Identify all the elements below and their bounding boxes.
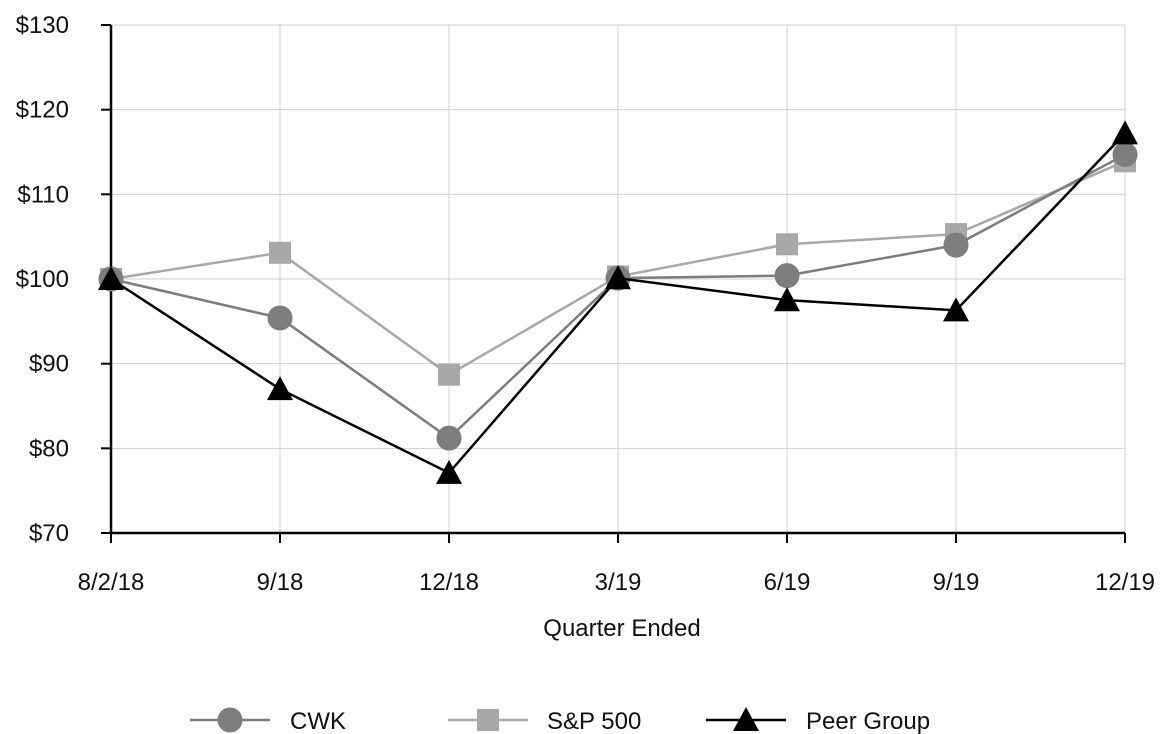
legend-label: CWK [290,708,346,734]
y-tick-label: $80 [29,435,69,462]
legend: CWK S&P 500 Peer Group [190,707,930,734]
x-axis-title: Quarter Ended [543,615,700,642]
y-tick-label: $110 [17,181,69,208]
legend-item: S&P 500 [448,708,641,734]
data-point-square [776,233,798,256]
legend-marker-triangle [733,707,759,732]
data-point-circle [943,232,969,258]
data-point-square [438,363,460,386]
data-point-circle [774,263,800,289]
data-point-triangle [98,266,124,291]
legend-label: S&P 500 [547,708,641,734]
y-tick-label: $100 [16,266,69,293]
data-point-circle [436,425,462,451]
x-tick-label: 9/19 [933,569,980,596]
x-tick-label: 12/18 [419,569,479,596]
data-point-triangle [267,376,293,401]
x-tick-label: 12/19 [1095,569,1155,596]
y-tick-label: $120 [16,97,69,124]
legend-marker-circle [217,707,243,733]
legend-item: Peer Group [706,707,930,734]
tick-labels: $70 $80 $90 $100 $110 $120 $130 8/2/18 9/18 12/18… [16,12,1155,596]
data-point-triangle [943,297,969,322]
x-tick-label: 8/2/18 [78,569,145,596]
legend-label: Peer Group [806,708,930,734]
data-point-circle [1112,142,1138,168]
data-point-triangle [774,287,800,312]
x-tick-label: 9/18 [257,569,304,596]
legend-item: CWK [190,707,346,734]
series-lines [98,120,1138,484]
data-point-triangle [436,459,462,484]
y-tick-label: $130 [16,12,69,39]
data-point-square [269,241,291,264]
x-tick-label: 6/19 [764,569,811,596]
series-peer-group [98,120,1138,484]
y-tick-label: $70 [29,520,69,547]
x-tick-label: 3/19 [595,569,642,596]
grid-lines [111,24,1126,533]
y-tick-label: $90 [29,351,69,378]
data-point-circle [267,305,293,331]
data-point-triangle [1112,120,1138,145]
legend-marker-square [477,709,499,731]
data-point-triangle [605,265,631,290]
